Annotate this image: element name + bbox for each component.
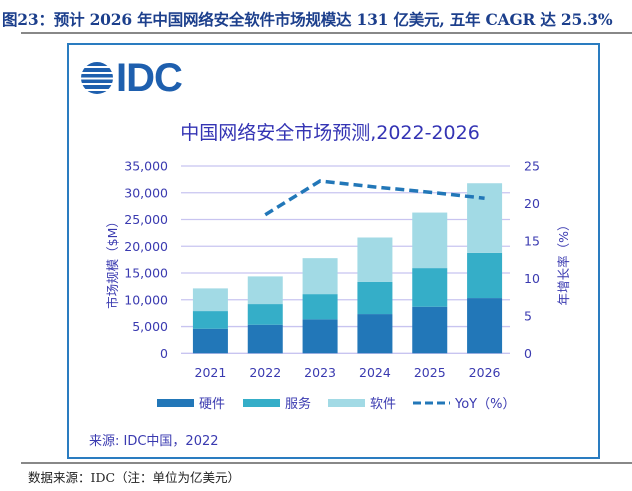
y2-tick-label: 20 xyxy=(524,196,540,211)
y2-axis-ticks: 0 5 10 15 20 25 xyxy=(524,159,540,361)
yoy-series-line xyxy=(264,179,485,217)
bar-services xyxy=(302,294,338,320)
legend-swatch-services xyxy=(243,399,280,407)
y-tick-label: 20,000 xyxy=(124,239,168,254)
bar-software xyxy=(467,183,503,253)
chart-frame xyxy=(67,43,600,459)
legend-label: YoY（%） xyxy=(454,397,515,412)
bar-services xyxy=(247,304,283,325)
bar-services xyxy=(357,281,393,315)
y2-tick-label: 25 xyxy=(524,159,540,174)
y-tick-label: 35,000 xyxy=(124,159,168,174)
x-tick-label: 2023 xyxy=(304,365,336,380)
bar-hardware xyxy=(302,319,338,354)
legend-item-yoy: YoY（%） xyxy=(413,397,515,412)
x-tick-label: 2021 xyxy=(195,365,227,380)
x-tick-label: 2026 xyxy=(469,365,501,380)
bar-services xyxy=(467,252,503,299)
figure-title: 图23：预计 2026 年中国网络安全软件市场规模达 131 亿美元, 五年 C… xyxy=(2,10,613,29)
y-tick-label: 15,000 xyxy=(124,266,168,281)
bar-software xyxy=(412,212,448,269)
bar-software xyxy=(192,288,228,312)
top-rule xyxy=(21,32,632,34)
gridlines xyxy=(181,165,510,354)
bottom-rule xyxy=(21,462,632,464)
y2-axis-label: 年增长率（%） xyxy=(556,219,571,306)
y-tick-label: 10,000 xyxy=(124,292,168,307)
bar-software xyxy=(357,237,393,282)
x-tick-label: 2025 xyxy=(414,365,446,380)
bar-software xyxy=(247,276,283,305)
logo-text: IDC xyxy=(116,56,183,100)
idc-logo: IDC xyxy=(80,56,183,100)
x-tick-label: 2022 xyxy=(249,365,281,380)
yoy-line xyxy=(264,179,485,217)
bar-hardware xyxy=(412,306,448,354)
bar-hardware xyxy=(357,314,393,354)
chart-source: 来源: IDC中国，2022 xyxy=(89,434,219,449)
bars xyxy=(192,183,503,354)
y2-tick-label: 5 xyxy=(524,308,532,323)
legend-label: 硬件 xyxy=(199,397,225,412)
chart-title: 中国网络安全市场预测,2022-2026 xyxy=(180,122,480,144)
y2-tick-label: 0 xyxy=(524,346,532,361)
legend-label: 软件 xyxy=(370,397,396,412)
bar-hardware xyxy=(192,328,228,354)
legend-swatch-software xyxy=(328,399,365,407)
y-tick-label: 30,000 xyxy=(124,185,168,200)
y-tick-label: 5,000 xyxy=(132,319,168,334)
x-axis-ticks: 2021 2022 2023 2024 2025 2026 xyxy=(195,365,501,380)
bar-services xyxy=(412,268,448,307)
legend-swatch-hardware xyxy=(157,399,194,407)
globe-icon xyxy=(81,62,113,94)
bar-software xyxy=(302,258,338,295)
figure-footnote: 数据来源：IDC（注：单位为亿美元） xyxy=(28,470,241,485)
y2-tick-label: 15 xyxy=(524,233,540,248)
bar-hardware xyxy=(247,324,283,354)
legend-item-hardware: 硬件 xyxy=(157,397,225,412)
y-axis-label: 市场规模（$M） xyxy=(105,215,120,309)
x-tick-label: 2024 xyxy=(359,365,391,380)
legend-item-software: 软件 xyxy=(328,397,396,412)
y-tick-label: 25,000 xyxy=(124,212,168,227)
y-tick-label: 0 xyxy=(160,346,168,361)
legend-label: 服务 xyxy=(285,396,311,412)
bar-services xyxy=(192,311,228,329)
legend: 硬件 服务 软件 YoY（%） xyxy=(157,396,515,412)
y-axis-ticks: 0 5,000 10,000 15,000 20,000 25,000 30,000 35,0… xyxy=(124,159,168,361)
bar-hardware xyxy=(467,298,503,354)
legend-item-services: 服务 xyxy=(243,396,311,412)
y2-tick-label: 10 xyxy=(524,271,540,286)
